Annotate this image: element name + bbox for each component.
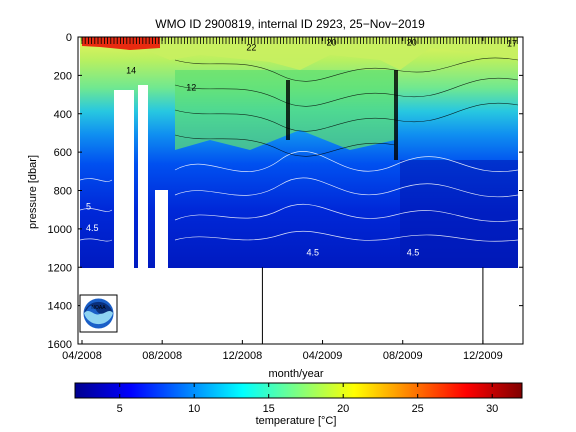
x-tick-label: 12/2009 (463, 350, 503, 362)
y-tick-label: 800 (54, 186, 72, 198)
profile-spike-2 (394, 70, 398, 160)
contour-label: 4.5 (86, 223, 99, 233)
colorbar-label: temperature [°C] (256, 415, 337, 427)
gap-2 (138, 85, 148, 270)
colorbar (74, 382, 523, 399)
contour-label: 4.5 (407, 248, 420, 258)
logo-text: NOAA (91, 305, 106, 311)
colorbar-tick-label: 10 (188, 403, 200, 415)
x-axis: 04/2008 08/2008 12/2008 04/2009 08/2009 12/20… (62, 37, 503, 362)
warm-contours (174, 57, 519, 157)
gap-1 (114, 90, 134, 270)
colorbar-tick-label: 30 (486, 403, 498, 415)
y-tick-label: 1400 (48, 301, 72, 313)
green-core (175, 70, 395, 150)
y-axis-label: pressure [dbar] (27, 155, 39, 229)
contour-lines (79, 151, 519, 242)
contour-label: 12 (186, 83, 196, 93)
colorbar-tick-label: 15 (263, 403, 275, 415)
y-tick-label: 1200 (48, 262, 72, 274)
vertical-markers (261, 267, 484, 344)
x-tick-label: 12/2008 (222, 350, 262, 362)
y-tick-label: 200 (54, 70, 72, 82)
gap-3 (155, 190, 168, 270)
contour-label: 14 (126, 65, 136, 75)
profile-ticks (81, 37, 518, 44)
contour-label: 17 (507, 39, 517, 49)
noaa-logo: NOAA (79, 294, 118, 333)
contour-label: 4.5 (307, 248, 320, 258)
warm-surface-layer (80, 37, 518, 70)
colorbar-tick-label: 5 (117, 403, 123, 415)
y-axis: 0 200 400 600 800 1000 1200 1400 1600 (48, 32, 523, 351)
logo-upper (84, 301, 113, 314)
y-tick-label: 1000 (48, 224, 72, 236)
x-tick-label: 04/2008 (62, 350, 102, 362)
y-tick-label: 600 (54, 147, 72, 159)
colorbar-tick-label: 20 (337, 403, 349, 415)
colorbar-ticks: 5 10 15 20 25 30 (117, 383, 498, 415)
temperature-section (79, 37, 520, 344)
chart-title: WMO ID 2900819, internal ID 2923, 25−Nov… (155, 17, 425, 31)
x-axis-label: month/year (268, 368, 323, 380)
y-tick-label: 1600 (48, 339, 72, 351)
contour-label: 22 (246, 42, 256, 52)
x-tick-label: 04/2009 (303, 350, 343, 362)
x-tick-label: 08/2008 (142, 350, 182, 362)
below-profile-mask (80, 268, 520, 344)
x-tick-label: 08/2009 (383, 350, 423, 362)
profile-spike-1 (286, 80, 290, 140)
y-tick-label: 400 (54, 109, 72, 121)
colorbar-tick-label: 25 (412, 403, 424, 415)
contour-label: 5 (86, 202, 91, 212)
y-tick-label: 0 (66, 32, 72, 44)
